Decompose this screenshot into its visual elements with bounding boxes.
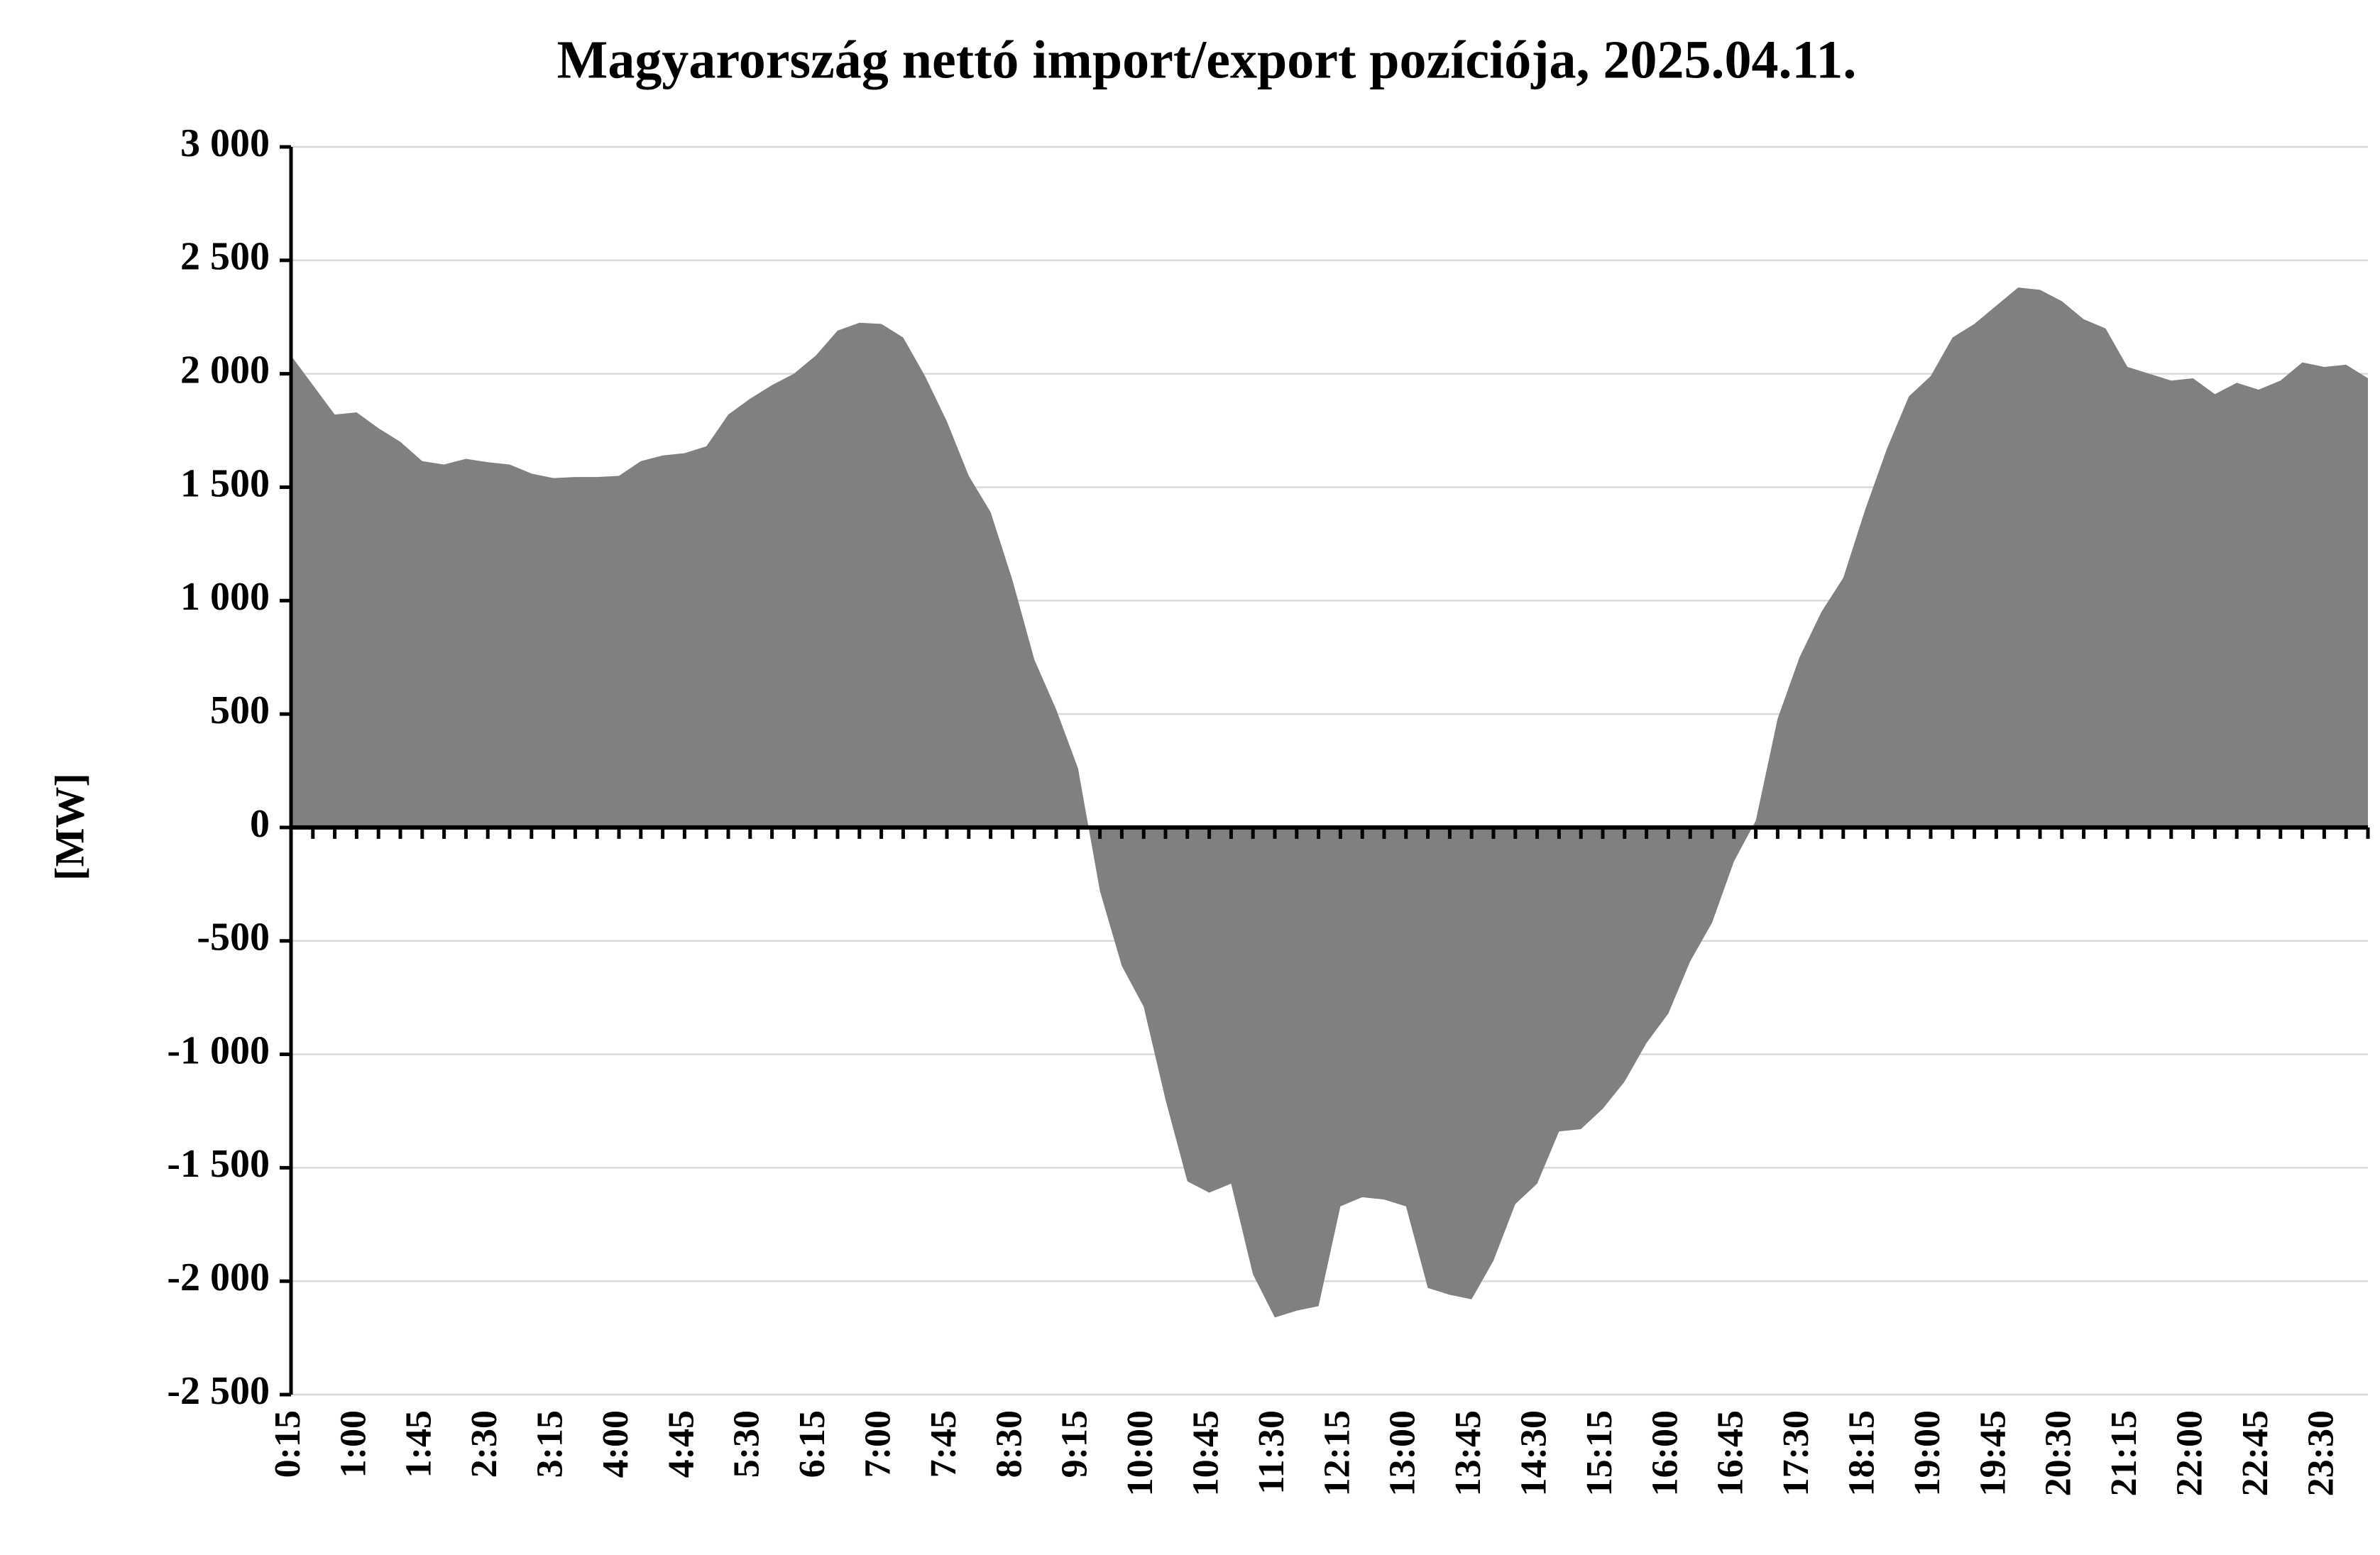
x-tick-label: 13:00 [1383,1410,1423,1496]
x-tick-label: 17:30 [1776,1410,1816,1496]
x-tick-label: 2:30 [464,1410,505,1478]
y-tick-label: 1 500 [180,461,270,505]
x-tick-label: 19:00 [1907,1410,1948,1496]
x-tick-label: 10:45 [1186,1410,1227,1496]
x-tick-label: 3:15 [530,1410,571,1478]
x-tick-label: 15:15 [1579,1410,1620,1496]
chart-title: Magyarország nettó import/export pozíció… [557,30,1857,89]
y-tick-label: 2 000 [180,348,270,392]
x-tick-label: 20:30 [2039,1410,2079,1496]
x-tick-label: 4:45 [661,1410,701,1478]
x-tick-label: 22:00 [2170,1410,2210,1496]
x-tick-label: 8:30 [989,1410,1029,1478]
x-tick-label: 19:45 [1973,1410,2013,1496]
y-tick-label: -500 [197,916,270,960]
y-tick-label: -2 500 [167,1369,270,1413]
y-tick-label: 1 000 [180,575,270,619]
x-tick-label: 4:00 [596,1410,636,1478]
y-tick-label: 3 000 [180,121,270,165]
y-tick-label: 500 [210,688,270,732]
x-tick-label: 1:00 [333,1410,373,1478]
x-tick-label: 16:00 [1645,1410,1685,1496]
x-tick-label: 9:15 [1055,1410,1095,1478]
x-tick-label: 7:45 [923,1410,964,1478]
y-tick-label: 2 500 [180,235,270,279]
y-tick-label: -1 500 [167,1142,270,1186]
x-tick-label: 1:45 [399,1410,439,1478]
x-tick-label: 0:15 [268,1410,308,1478]
y-tick-label: 0 [250,802,270,846]
x-tick-label: 23:30 [2301,1410,2341,1496]
x-tick-label: 10:00 [1120,1410,1161,1496]
x-tick-label: 21:15 [2104,1410,2144,1496]
y-tick-label: -2 000 [167,1255,270,1300]
y-axis-label: [MW] [46,773,92,880]
x-tick-label: 13:45 [1448,1410,1488,1496]
y-tick-label: -1 000 [167,1028,270,1072]
x-tick-label: 7:00 [858,1410,899,1478]
x-tick-label: 16:45 [1711,1410,1751,1496]
area [291,287,2368,1318]
x-tick-label: 22:45 [2235,1410,2276,1496]
x-tick-label: 18:15 [1842,1410,1882,1496]
x-tick-label: 11:30 [1251,1410,1292,1494]
x-tick-label: 12:15 [1317,1410,1357,1496]
x-tick-label: 14:30 [1514,1410,1554,1496]
x-tick-label: 6:15 [792,1410,833,1478]
x-tick-label: 5:30 [727,1410,767,1478]
